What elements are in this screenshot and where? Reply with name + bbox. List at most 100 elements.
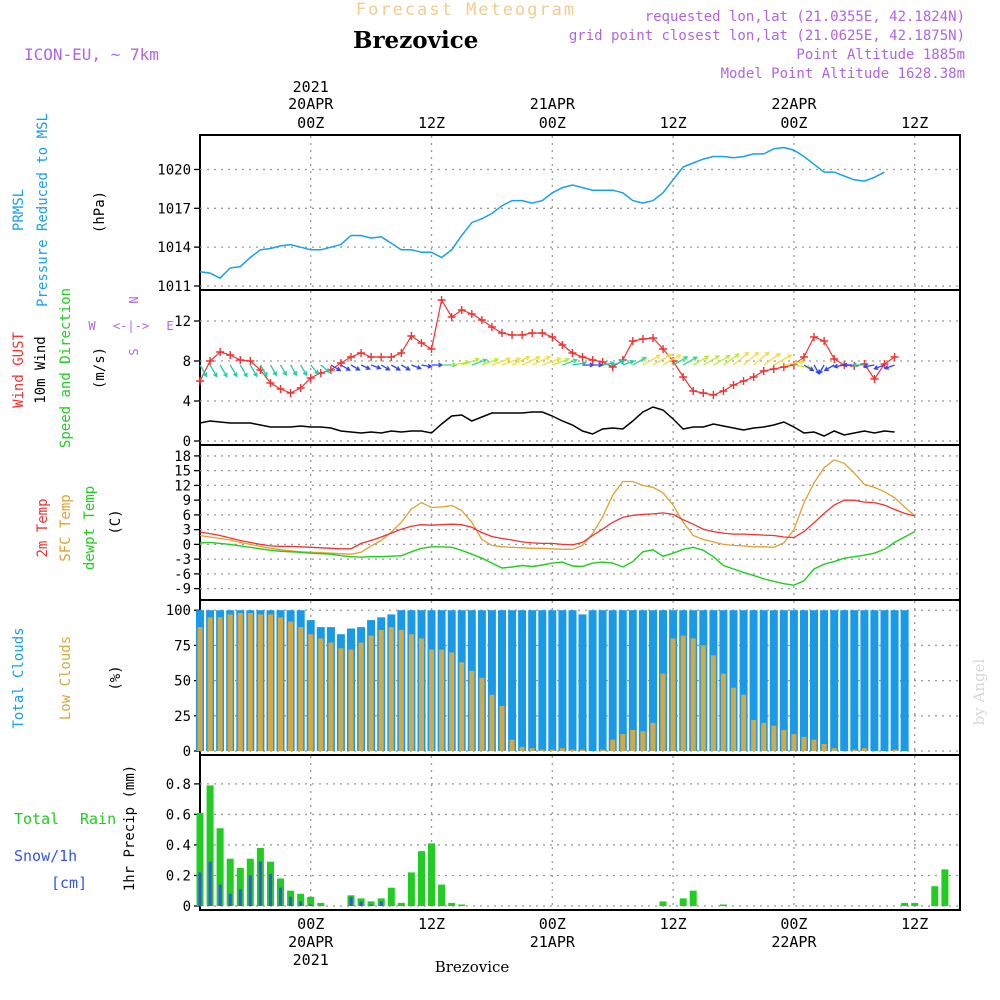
time-tick-top: 00Z xyxy=(539,114,566,132)
low-cloud-bar xyxy=(398,629,404,751)
y-tick-label: 1014 xyxy=(157,240,191,256)
gust-marker xyxy=(568,349,577,357)
gust-marker xyxy=(336,359,345,367)
low-cloud-bar xyxy=(761,722,767,751)
low-cloud-bar xyxy=(237,613,243,751)
low-cloud-bar xyxy=(489,694,495,751)
wind-arrow xyxy=(521,356,541,366)
rain-bar xyxy=(307,896,315,906)
model-point-altitude: Model Point Altitude 1628.38m xyxy=(721,66,965,82)
low-cloud-bar xyxy=(720,673,726,751)
snow-bar xyxy=(258,861,262,906)
y-tick-label: 1020 xyxy=(157,162,191,178)
wind-unit-label: (m/s) xyxy=(92,347,108,389)
total-cloud-bar xyxy=(638,610,647,751)
low-cloud-bar xyxy=(731,687,736,751)
snow-bar xyxy=(299,901,303,906)
low-cloud-bar xyxy=(368,635,374,751)
low-cloud-bar xyxy=(771,725,777,751)
y-tick-label: -6 xyxy=(174,567,191,583)
wind-arrow xyxy=(803,364,815,372)
wind-arrow xyxy=(219,364,228,378)
model-label: ICON-EU, ~ 7km xyxy=(24,45,159,64)
total-cloud-bar xyxy=(618,610,627,751)
y-tick-label: 100 xyxy=(166,603,191,619)
temperature-panel-frame xyxy=(199,444,961,601)
gust-marker xyxy=(810,333,819,341)
total-cloud-bar xyxy=(830,610,839,751)
wind-arrow xyxy=(431,362,444,368)
product-title: Forecast Meteogram xyxy=(356,0,576,20)
y-tick-label: 0 xyxy=(183,434,191,450)
wind-arrow xyxy=(501,357,522,366)
date-label-top: 22APR xyxy=(771,95,817,113)
total-cloud-bar xyxy=(789,610,798,751)
time-tick-bottom: 12Z xyxy=(901,915,928,933)
wind-arrow xyxy=(380,364,391,371)
gust-marker xyxy=(196,377,204,385)
y-tick-label: 4 xyxy=(183,394,191,410)
gust-marker xyxy=(367,353,376,361)
gust-marker xyxy=(558,341,567,349)
gust-marker xyxy=(830,355,839,363)
gust-marker xyxy=(417,339,426,347)
compass-w: W xyxy=(88,319,96,333)
date-label-bottom: 22APR xyxy=(771,933,817,951)
snow-bar xyxy=(269,873,272,906)
low-cloud-bar xyxy=(358,642,364,751)
pressure-unit-label: (hPa) xyxy=(92,191,108,233)
low-cloud-bar xyxy=(257,614,263,751)
gust-line xyxy=(199,298,895,396)
low-cloud-bar xyxy=(821,744,827,751)
gust-marker xyxy=(357,349,366,357)
total-cloud-bar xyxy=(538,610,547,751)
gust-marker xyxy=(487,323,496,331)
gust-marker xyxy=(820,337,829,345)
wind-arrow xyxy=(862,363,875,369)
gust-marker xyxy=(508,331,517,339)
wind-arrow xyxy=(783,359,805,366)
precip-rain-label: Rain xyxy=(80,810,116,828)
y-tick-label: 0.2 xyxy=(166,868,191,884)
compass-arrows: <-|-> xyxy=(113,319,149,333)
gust-marker xyxy=(276,385,285,393)
date-label-top: 20APR xyxy=(288,95,334,113)
total-cloud-bar xyxy=(568,610,577,751)
wind-arrow xyxy=(330,364,342,372)
gust-marker xyxy=(769,365,778,373)
time-tick-top: 00Z xyxy=(297,114,324,132)
gust-marker xyxy=(216,348,225,356)
rain-bar xyxy=(196,812,204,906)
low-cloud-bar xyxy=(791,734,797,751)
snow-bar xyxy=(359,901,363,906)
low-cloud-bar xyxy=(308,634,314,751)
low-cloud-bar xyxy=(660,673,666,751)
t2m-line xyxy=(199,499,915,550)
y-tick-label: 75 xyxy=(174,638,191,654)
wind-arrow xyxy=(632,356,647,366)
time-tick-top: 00Z xyxy=(780,114,807,132)
gust-marker xyxy=(387,353,396,361)
low-cloud-bar xyxy=(469,670,475,751)
snow-bar xyxy=(379,901,383,906)
total-cloud-bar xyxy=(820,610,829,751)
wind-arrow xyxy=(682,356,698,366)
low-cloud-bar xyxy=(610,739,616,751)
rain-bar xyxy=(418,851,425,906)
wind-arrow xyxy=(511,356,531,366)
low-cloud-bar xyxy=(247,613,253,751)
total-cloud-bar xyxy=(880,610,889,751)
y-tick-label: -9 xyxy=(174,582,191,598)
total-cloud-bar xyxy=(487,610,496,751)
wind-arrow xyxy=(290,364,297,377)
y-tick-label: 0 xyxy=(183,744,191,760)
low-cloud-bar xyxy=(338,648,344,751)
low-cloud-bar xyxy=(278,617,283,751)
gust-marker xyxy=(266,379,275,387)
wind-arrow xyxy=(733,351,750,366)
gust-marker xyxy=(457,306,466,314)
pressure-line xyxy=(199,146,885,280)
y-tick-label: 25 xyxy=(174,709,191,725)
total-cloud-bar xyxy=(548,610,557,751)
dewpt-line xyxy=(199,530,916,586)
